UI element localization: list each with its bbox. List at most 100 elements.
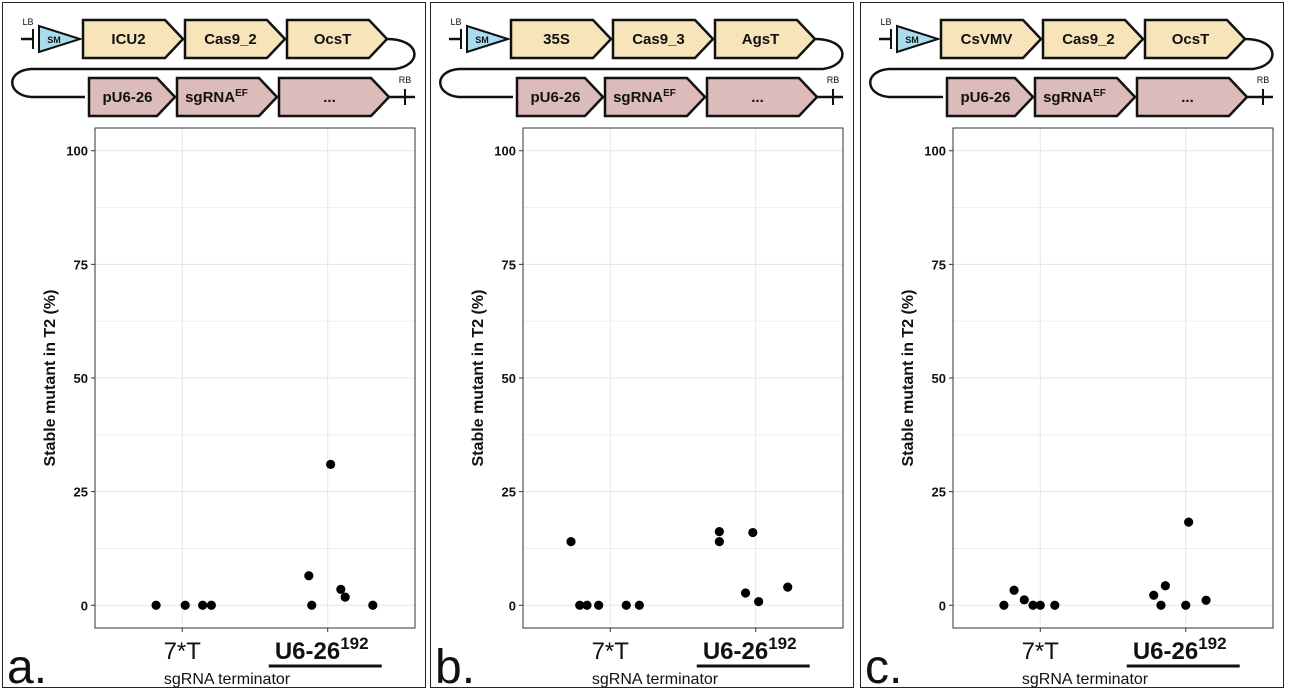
bottom-element-1-label: pU6-26 xyxy=(530,89,580,106)
selectable-marker-label: SM xyxy=(475,35,489,45)
top-element-3-label: OcsT xyxy=(1172,31,1210,48)
data-point xyxy=(748,527,758,538)
selectable-marker-label: SM xyxy=(47,35,61,45)
selectable-marker-icon xyxy=(466,24,512,54)
bottom-element-2 xyxy=(175,76,279,118)
data-point xyxy=(326,459,336,469)
panel-label: c. xyxy=(865,641,902,689)
top-element-1-label: 35S xyxy=(543,31,570,48)
y-tick-label: 75 xyxy=(502,257,516,272)
top-element-2-label: Cas9_2 xyxy=(204,31,257,48)
y-tick-label: 25 xyxy=(502,485,516,500)
y-tick-label: 0 xyxy=(509,598,516,613)
y-tick-label: 0 xyxy=(81,598,88,613)
top-element-1-label: CsVMV xyxy=(961,31,1013,48)
top-element-3 xyxy=(1143,18,1247,60)
data-point xyxy=(336,584,346,594)
plot-area: 0 25 50 75 100 xyxy=(66,127,416,632)
data-point xyxy=(999,600,1009,610)
bottom-element-2 xyxy=(1033,76,1137,118)
y-tick-label: 50 xyxy=(932,371,946,386)
data-point xyxy=(575,600,585,610)
data-point xyxy=(621,600,631,610)
selectable-marker-icon xyxy=(896,24,942,54)
y-tick-label: 75 xyxy=(74,257,88,272)
bottom-element-2-label: sgRNAEF xyxy=(185,88,248,106)
bottom-element-2-superscript: EF xyxy=(663,88,676,99)
bottom-element-3-label: ... xyxy=(751,89,764,106)
data-point xyxy=(740,588,751,598)
data-point xyxy=(198,600,208,610)
x-axis-label: sgRNA terminator xyxy=(164,671,291,688)
top-element-2 xyxy=(183,18,287,60)
top-element-1 xyxy=(81,18,185,60)
bottom-element-1-label: pU6-26 xyxy=(102,89,152,106)
panel-svg: LB SM CsVMV Cas9_2 OcsT pU6-26 sgRNAEF ... RB 0 25… xyxy=(865,17,1274,689)
bottom-element-3 xyxy=(1135,76,1249,118)
y-tick-label: 100 xyxy=(66,144,88,159)
panel-label: b. xyxy=(435,641,475,689)
top-element-2 xyxy=(611,18,715,60)
y-tick-label: 25 xyxy=(74,485,88,500)
right-border-label: RB xyxy=(827,75,840,85)
bottom-element-3 xyxy=(277,76,391,118)
data-point xyxy=(206,600,216,610)
data-point xyxy=(180,600,190,610)
top-element-1 xyxy=(509,18,613,60)
data-point xyxy=(594,600,604,610)
backbone-loop xyxy=(439,37,844,99)
panel-c: LB SM CsVMV Cas9_2 OcsT pU6-26 sgRNAEF... RB 0 25… xyxy=(860,2,1284,689)
data-point xyxy=(368,600,378,610)
data-point xyxy=(714,527,724,537)
y-tick-label: 0 xyxy=(939,598,946,613)
bottom-element-2 xyxy=(603,76,707,118)
bottom-element-2-superscript: EF xyxy=(1093,88,1106,99)
backbone-loop xyxy=(11,37,416,99)
data-point xyxy=(151,600,161,610)
panel-a: LB SM ICU2 Cas9_2 OcsT pU6-26 sgRNAEF... RB 0 25 5… xyxy=(2,2,426,689)
data-point xyxy=(634,600,644,610)
data-point xyxy=(307,600,317,610)
bottom-element-3-label: ... xyxy=(1181,89,1194,106)
data-point xyxy=(1184,517,1194,527)
bottom-element-1 xyxy=(945,76,1035,118)
bottom-element-3-label: ... xyxy=(323,89,336,106)
data-point xyxy=(1009,585,1019,595)
construct-diagram: LB SM ICU2 Cas9_2 OcsT pU6-26 sgRNAEF ... RB xyxy=(11,17,416,118)
y-axis-label: Stable mutant in T2 (%) xyxy=(900,290,917,467)
y-tick-label: 75 xyxy=(932,257,946,272)
left-border-label: LB xyxy=(450,17,461,27)
data-point xyxy=(1028,600,1038,610)
bottom-element-1 xyxy=(87,76,177,118)
y-axis-label: Stable mutant in T2 (%) xyxy=(470,290,487,467)
data-point xyxy=(566,537,576,547)
category-label: 7*T xyxy=(592,638,630,665)
category-label: U6-26192 xyxy=(1133,634,1227,665)
top-element-1-label: ICU2 xyxy=(111,31,145,48)
data-point xyxy=(783,582,793,592)
category-label: 7*T xyxy=(1022,638,1060,665)
right-border-label: RB xyxy=(399,75,412,85)
data-point xyxy=(1050,600,1060,610)
data-point xyxy=(582,600,592,610)
data-point xyxy=(1181,600,1191,610)
bottom-element-2-label: sgRNAEF xyxy=(613,88,676,106)
construct-diagram: LB SM CsVMV Cas9_2 OcsT pU6-26 sgRNAEF ... RB xyxy=(869,17,1274,118)
x-axis-label: sgRNA terminator xyxy=(1022,671,1149,688)
category-label: U6-26192 xyxy=(703,634,797,665)
data-point xyxy=(714,537,724,547)
top-element-1 xyxy=(939,18,1043,60)
data-point xyxy=(304,571,314,581)
panel-label: a. xyxy=(7,641,47,689)
y-tick-label: 100 xyxy=(924,144,946,159)
category-superscript: 192 xyxy=(768,634,796,653)
top-element-3-label: AgsT xyxy=(742,31,780,48)
category-superscript: 192 xyxy=(1198,634,1226,653)
category-superscript: 192 xyxy=(340,634,368,653)
plot-area: 0 25 50 75 100 xyxy=(494,127,844,632)
top-element-3-label: OcsT xyxy=(314,31,352,48)
panel-svg: LB SM 35S Cas9_3 AgsT pU6-26 sgRNAEF ... RB 0 25 50… xyxy=(435,17,844,689)
bottom-element-2-label: sgRNAEF xyxy=(1043,88,1106,106)
top-element-3 xyxy=(285,18,389,60)
top-element-2 xyxy=(1041,18,1145,60)
